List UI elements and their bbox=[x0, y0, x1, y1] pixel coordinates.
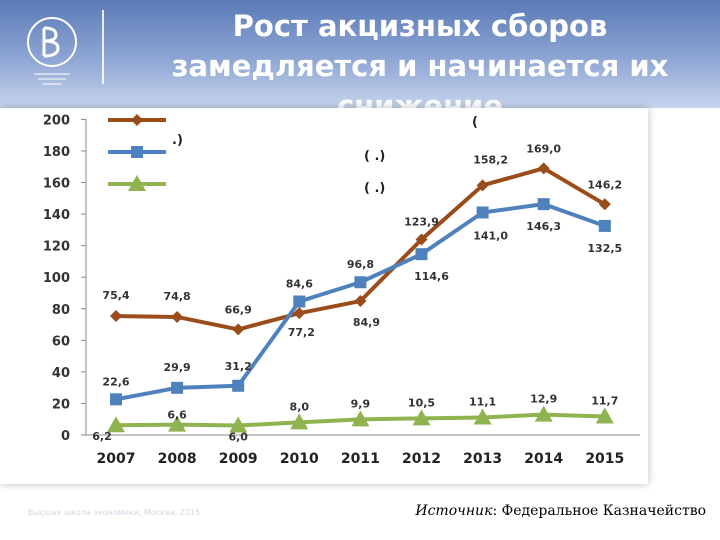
series-point bbox=[354, 295, 367, 308]
y-tick-label: 160 bbox=[43, 177, 70, 192]
title-line-2: замедляется и начинается их bbox=[171, 49, 669, 83]
series-point bbox=[110, 310, 122, 323]
x-tick-label: 2011 bbox=[341, 451, 380, 467]
y-tick-label: 120 bbox=[43, 240, 70, 255]
data-label: 74,8 bbox=[164, 290, 191, 303]
data-label: 10,5 bbox=[408, 396, 435, 409]
logo-divider bbox=[102, 10, 104, 84]
data-label: 6,0 bbox=[228, 431, 248, 444]
series-point bbox=[354, 276, 367, 289]
data-label: 11,7 bbox=[591, 395, 618, 408]
chart-axes: 0 20 40 60 80 100 120 140 160 180 200 2007 2008 2009 2… bbox=[43, 113, 640, 467]
title-line-1: Рост акцизных сборов bbox=[232, 9, 608, 43]
data-label: 146,3 bbox=[526, 220, 561, 233]
series-point bbox=[598, 219, 611, 232]
series-point bbox=[595, 407, 614, 424]
y-tick-label: 180 bbox=[43, 145, 70, 160]
footer-org-text: Высшая школа экономики, Москва, 2015 bbox=[28, 508, 201, 517]
series-point bbox=[107, 416, 125, 433]
data-label: 8,0 bbox=[290, 400, 310, 413]
data-label: 77,2 bbox=[288, 326, 315, 339]
slide-header: Рост акцизных сборов замедляется и начин… bbox=[0, 0, 720, 123]
data-label: 31,2 bbox=[225, 360, 252, 373]
x-tick-label: 2013 bbox=[463, 451, 502, 467]
series-point bbox=[232, 323, 245, 336]
chart-panel: 0 20 40 60 80 100 120 140 160 180 200 2007 2008 2009 2… bbox=[0, 108, 648, 484]
legend-text: .) bbox=[172, 133, 183, 148]
series-point bbox=[293, 295, 306, 308]
chart-data-labels: 75,4 74,8 66,9 77,2 84,9 123,9 158,2 169,0 146,2… bbox=[92, 142, 622, 443]
x-tick-label: 2008 bbox=[158, 451, 197, 467]
chart-series bbox=[107, 162, 614, 433]
data-label: 9,9 bbox=[351, 397, 371, 410]
series-point bbox=[110, 393, 122, 406]
y-tick-label: 80 bbox=[52, 303, 70, 318]
x-tick-label: 2009 bbox=[219, 451, 258, 467]
series-point bbox=[598, 198, 611, 211]
source-text: : Федеральное Казначейство bbox=[492, 503, 706, 519]
data-label: 141,0 bbox=[473, 230, 508, 243]
y-tick-label: 200 bbox=[43, 113, 70, 128]
x-tick-label: 2007 bbox=[97, 451, 136, 467]
data-label: 146,2 bbox=[587, 178, 622, 191]
y-tick-label: 60 bbox=[52, 334, 70, 349]
line-chart: 0 20 40 60 80 100 120 140 160 180 200 2007 2008 2009 2… bbox=[43, 113, 640, 467]
data-label: 123,9 bbox=[404, 215, 439, 228]
data-label: 12,9 bbox=[530, 393, 557, 406]
legend-text-extra: ( bbox=[472, 115, 478, 130]
source-label: Источник bbox=[415, 503, 493, 519]
legend-marker bbox=[131, 146, 143, 158]
x-tick-label: 2012 bbox=[402, 451, 441, 467]
legend-marker bbox=[128, 175, 146, 191]
series-point bbox=[290, 413, 309, 430]
series-point bbox=[171, 310, 184, 323]
data-label: 29,9 bbox=[164, 361, 191, 374]
data-label: 84,6 bbox=[286, 278, 313, 291]
series-point bbox=[229, 416, 248, 433]
series-point bbox=[412, 409, 431, 426]
legend-text: ( .) bbox=[364, 149, 385, 164]
y-tick-label: 40 bbox=[52, 366, 70, 381]
series-point bbox=[293, 307, 306, 320]
x-tick-label: 2010 bbox=[280, 451, 319, 467]
series-point bbox=[537, 198, 550, 211]
series-point bbox=[415, 248, 428, 261]
x-tick-label: 2015 bbox=[585, 451, 624, 467]
data-label: 6,6 bbox=[167, 409, 187, 422]
x-tick-label: 2014 bbox=[524, 451, 563, 467]
series-point bbox=[534, 405, 553, 422]
legend-marker bbox=[131, 114, 143, 126]
data-label: 22,6 bbox=[102, 375, 129, 388]
series-point bbox=[476, 206, 489, 219]
data-label: 132,5 bbox=[587, 242, 622, 255]
data-label: 11,1 bbox=[469, 395, 496, 408]
y-tick-label: 140 bbox=[43, 208, 70, 223]
series-point bbox=[351, 410, 370, 427]
hse-logo-icon bbox=[27, 17, 77, 85]
series-point bbox=[168, 415, 187, 432]
y-tick-label: 100 bbox=[43, 271, 70, 286]
series-point bbox=[476, 179, 489, 192]
data-label: 96,8 bbox=[347, 258, 374, 271]
y-tick-label: 0 bbox=[61, 429, 70, 444]
data-label: 6,2 bbox=[92, 430, 112, 443]
legend-text: ( .) bbox=[364, 181, 385, 196]
series-point bbox=[171, 381, 184, 394]
series-point bbox=[415, 233, 428, 246]
chart-legend: .) ( .) ( .) ( bbox=[108, 114, 478, 196]
series-point bbox=[232, 379, 245, 392]
data-label: 169,0 bbox=[526, 142, 561, 155]
series-point bbox=[473, 408, 492, 425]
data-label: 84,9 bbox=[353, 316, 380, 329]
data-label: 75,4 bbox=[102, 289, 129, 302]
data-label: 114,6 bbox=[414, 270, 449, 283]
data-label: 66,9 bbox=[225, 303, 252, 316]
data-label: 158,2 bbox=[473, 153, 508, 166]
footer-source: Источник: Федеральное Казначейство bbox=[415, 503, 706, 519]
y-tick-label: 20 bbox=[52, 397, 70, 412]
series-point bbox=[537, 162, 550, 175]
